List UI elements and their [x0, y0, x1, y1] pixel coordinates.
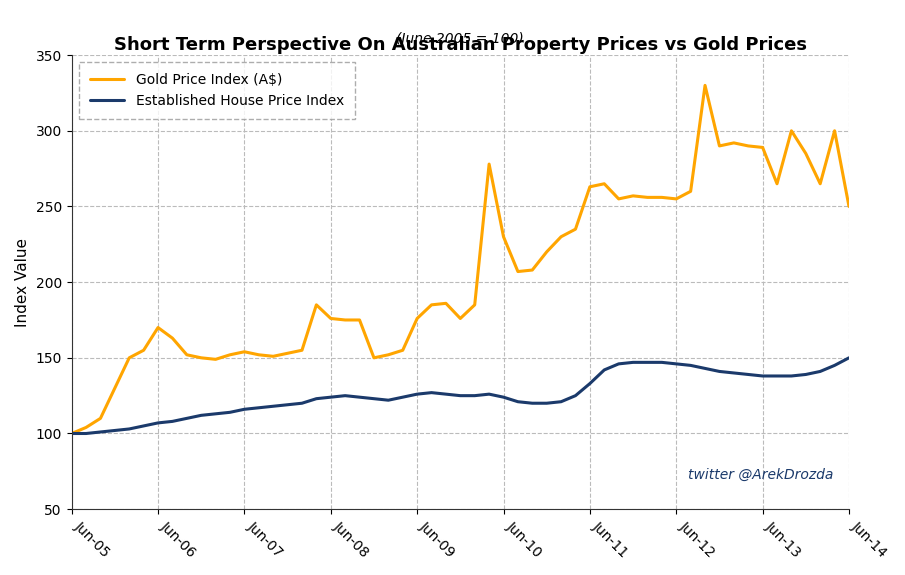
Gold Price Index (A$) — [829, 127, 840, 134]
Gold Price Index (A$) — [153, 324, 164, 331]
Legend: Gold Price Index (A$), Established House Price Index: Gold Price Index (A$), Established House… — [79, 62, 355, 119]
Gold Price Index (A$) — [700, 82, 710, 89]
Text: (June 2005 = 100): (June 2005 = 100) — [396, 32, 524, 46]
Title: Short Term Perspective On Australian Property Prices vs Gold Prices: Short Term Perspective On Australian Pro… — [114, 36, 807, 53]
Established House Price Index — [253, 404, 264, 411]
Line: Established House Price Index: Established House Price Index — [71, 358, 849, 434]
Gold Price Index (A$) — [210, 356, 221, 363]
Established House Price Index — [829, 362, 840, 369]
Line: Gold Price Index (A$): Gold Price Index (A$) — [71, 85, 849, 434]
Established House Price Index — [153, 419, 164, 426]
Y-axis label: Index Value: Index Value — [15, 237, 30, 327]
Established House Price Index — [354, 394, 365, 401]
Gold Price Index (A$) — [66, 430, 77, 437]
Gold Price Index (A$) — [354, 316, 365, 323]
Established House Price Index — [757, 373, 768, 380]
Established House Price Index — [210, 411, 221, 417]
Gold Price Index (A$) — [253, 351, 264, 358]
Established House Price Index — [843, 354, 854, 361]
Established House Price Index — [66, 430, 77, 437]
Gold Price Index (A$) — [772, 181, 783, 187]
Text: twitter @ArekDrozda: twitter @ArekDrozda — [688, 468, 834, 482]
Gold Price Index (A$) — [843, 203, 854, 210]
